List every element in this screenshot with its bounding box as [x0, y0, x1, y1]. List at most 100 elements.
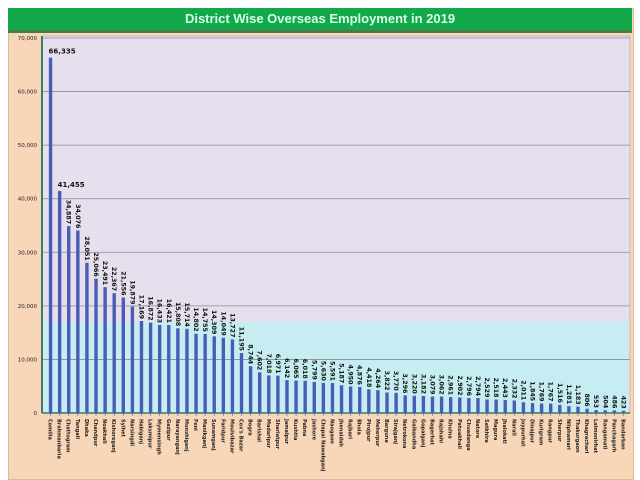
- x-tick-label: Laksmipur: [147, 419, 153, 449]
- bar: [194, 333, 198, 413]
- data-label: 6,142: [283, 358, 290, 378]
- data-label: 13,727: [228, 313, 235, 337]
- bar: [76, 230, 80, 413]
- bar: [185, 328, 189, 413]
- bar: [521, 402, 526, 413]
- data-label: 3,182: [419, 374, 426, 394]
- bar: [494, 399, 498, 413]
- x-tick-label: Dinajpur: [529, 419, 535, 444]
- data-label: 25,066: [92, 252, 99, 277]
- bar: [221, 337, 226, 413]
- bar: [448, 397, 453, 413]
- bar: [285, 380, 289, 413]
- x-tick-label: Patuakhali: [456, 419, 462, 449]
- bar: [512, 400, 517, 413]
- y-tick-label: 0: [34, 411, 38, 417]
- x-tick-label: Pabna: [301, 419, 307, 436]
- x-tick-label: Satkhira: [483, 419, 489, 443]
- bar: [348, 386, 353, 413]
- bar: [376, 390, 380, 413]
- data-label: 806: [583, 394, 590, 408]
- x-tick-label: Narayanganj: [174, 419, 180, 455]
- x-tick-label: Jamalpur: [283, 418, 289, 445]
- x-tick-label: Rangamati: [601, 419, 607, 450]
- x-tick-label: Manikganj: [201, 419, 207, 448]
- data-label: 5,630: [319, 361, 326, 382]
- data-label: 66,335: [49, 48, 76, 56]
- bar: [549, 403, 553, 413]
- bar: [430, 396, 435, 413]
- data-label: 2,443: [501, 378, 508, 398]
- data-label: 8,744: [247, 344, 254, 365]
- bar: [367, 389, 371, 413]
- y-tick-label: 70,000: [18, 36, 38, 42]
- x-tick-label: Narail: [510, 419, 516, 436]
- bar: [239, 353, 244, 413]
- x-tick-label: Mymensingh: [156, 419, 162, 455]
- bar: [503, 399, 507, 413]
- bar: [294, 380, 298, 413]
- data-label: 34,076: [74, 204, 81, 229]
- x-tick-label: Pirojpur: [365, 419, 371, 442]
- data-label: 34,887: [65, 200, 72, 224]
- data-label: 21,556: [119, 271, 126, 296]
- data-label: 3,079: [428, 375, 435, 395]
- bar: [267, 375, 271, 413]
- bar: [439, 396, 444, 413]
- y-tick-label: 10,000: [18, 357, 38, 363]
- x-tick-label: Gazipur: [165, 419, 171, 441]
- bar: [121, 297, 125, 413]
- data-label: 14,802: [192, 307, 199, 331]
- bar: [603, 410, 607, 413]
- bar: [585, 408, 589, 413]
- x-tick-label: Bogra: [247, 419, 253, 436]
- x-tick-label: Bagerhat: [428, 419, 434, 446]
- x-tick-label: Munshiganj: [183, 419, 189, 452]
- data-label: 1,183: [574, 385, 581, 405]
- x-tick-label: Habiganj: [137, 419, 143, 444]
- data-label: 3,770: [392, 371, 399, 392]
- x-tick-label: Kishoreganj: [110, 419, 116, 453]
- x-tick-label: Madaripur: [265, 419, 271, 449]
- bar: [485, 399, 489, 413]
- data-label: 1,845: [529, 381, 536, 401]
- x-tick-label: Gaibandha: [410, 419, 416, 449]
- data-label: 4,418: [365, 367, 372, 387]
- bar: [85, 262, 89, 413]
- data-label: 423: [619, 396, 626, 409]
- x-tick-label: Brahmanbaria: [56, 419, 62, 459]
- data-label: 2,961: [447, 375, 454, 395]
- data-label: 4,264: [374, 368, 381, 389]
- x-tick-label: Shariatpur: [274, 419, 280, 450]
- x-tick-label: Sherpur: [556, 419, 562, 442]
- x-tick-label: Kushtia: [292, 419, 298, 440]
- data-label: 1,767: [547, 382, 554, 402]
- x-tick-label: Rajshahi: [438, 419, 444, 443]
- y-tick-label: 30,000: [18, 250, 38, 256]
- data-label: 15,714: [183, 303, 190, 328]
- data-label: 4,950: [347, 365, 354, 386]
- data-label: 2,794: [474, 376, 481, 397]
- bar: [621, 410, 626, 413]
- x-tick-label: Kurigram: [538, 419, 544, 445]
- data-label: 15,808: [174, 302, 181, 326]
- data-label: 14,755: [201, 308, 208, 332]
- bar: [176, 328, 180, 413]
- data-label: 6,065: [292, 359, 299, 379]
- data-label: 16,421: [165, 299, 172, 323]
- x-tick-label: Naogaon: [328, 419, 334, 444]
- data-label: 19,879: [128, 280, 135, 304]
- bar: [303, 380, 307, 413]
- x-tick-label: Jhenaidah: [338, 418, 344, 447]
- x-tick-label: Jhalokati: [501, 418, 507, 444]
- bar: [258, 372, 262, 413]
- bar: [148, 322, 153, 413]
- data-label: 1,516: [556, 383, 563, 404]
- bar: [139, 321, 144, 413]
- data-label: 5,187: [338, 363, 345, 383]
- x-tick-label: Jashore: [310, 418, 316, 441]
- data-label: 3,296: [401, 373, 408, 394]
- bar: [312, 381, 316, 413]
- x-tick-label: Nilphamari: [565, 419, 571, 450]
- data-label: 5,591: [328, 361, 335, 381]
